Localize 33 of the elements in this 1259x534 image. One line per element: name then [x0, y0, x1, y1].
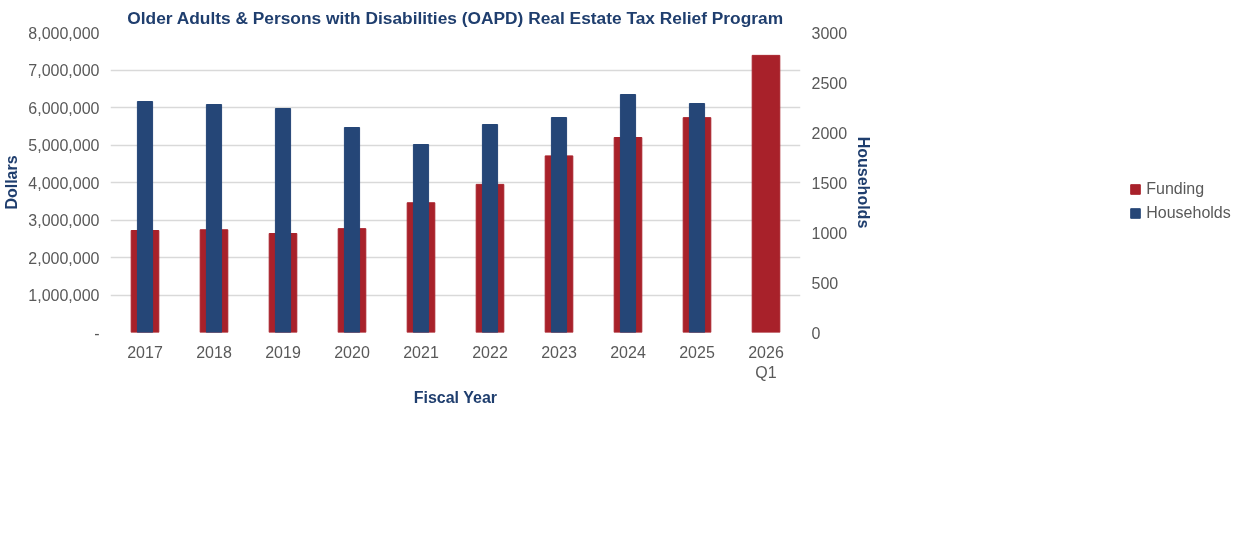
y-tick-label: 7,000,000	[28, 62, 100, 79]
y-tick-label: 4,000,000	[28, 174, 100, 192]
x-tick-label: 2021	[403, 343, 439, 361]
y-tick-label: 2,000,000	[28, 249, 100, 267]
x-axis-title: Fiscal Year	[413, 388, 498, 406]
y-tick-label: 3,000,000	[28, 212, 100, 229]
y2-axis-title: Households	[855, 136, 873, 229]
y2-tick-label: 2500	[811, 74, 848, 92]
x-tick-label: 2018	[196, 343, 232, 361]
y2-tick-label: 500	[811, 274, 839, 292]
x-tick-label: 2022	[472, 343, 508, 361]
x-tick-label: 2017	[127, 343, 163, 361]
x-tick-label: 2020	[334, 343, 370, 361]
x-tick-label: 2024	[610, 343, 646, 361]
y-tick-label: -	[94, 324, 100, 342]
legend-label: Households	[1146, 204, 1231, 222]
x-tick-label: 2019	[265, 343, 301, 361]
legend-label: Funding	[1146, 180, 1205, 198]
y2-tick-label: 1500	[811, 174, 848, 192]
y2-tick-label: 0	[811, 324, 821, 342]
y-tick-label: 5,000,000	[28, 137, 100, 154]
x-tick-label: 2025	[679, 343, 715, 361]
y2-tick-label: 1000	[811, 224, 848, 242]
y-tick-label: 8,000,000	[28, 24, 100, 42]
chart-title: Older Adults & Persons with Disabilities (OAPD) Real Estate Tax Relief Program	[127, 7, 784, 28]
y-tick-label: 6,000,000	[28, 99, 100, 117]
y-tick-label: 1,000,000	[28, 287, 100, 304]
x-tick-label: 2023	[541, 343, 577, 361]
y-axis-title: Dollars	[3, 155, 21, 210]
bar	[751, 54, 781, 333]
y2-tick-label: 3000	[811, 24, 848, 42]
y2-tick-label: 2000	[811, 124, 848, 142]
x-tick-label: 2026 Q1	[748, 343, 784, 381]
